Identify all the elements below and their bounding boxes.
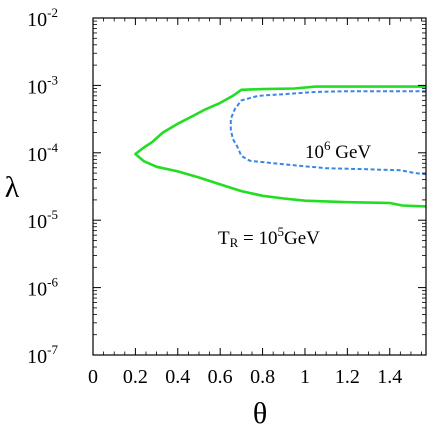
y-axis-title: λ: [5, 171, 20, 204]
annotation-tr-subscript: R: [230, 235, 239, 250]
x-tick-label: 0.2: [123, 366, 148, 388]
y-tick-label: 10-7: [27, 342, 58, 368]
y-tick-label: 10-4: [27, 140, 58, 166]
x-axis-title: θ: [253, 397, 267, 430]
x-tick-label: 0.4: [165, 366, 190, 388]
x-tick-label: 0.6: [208, 366, 233, 388]
y-tick-labels: 10-7 10-6 10-5 10-4 10-3 10-2: [27, 5, 58, 368]
annotation-10-6-exp: 6: [324, 138, 331, 153]
x-tick-label: 1: [300, 366, 310, 388]
y-tick-label: 10-2: [27, 5, 58, 31]
annotation-tr-exp: 5: [278, 224, 285, 239]
annotation-tr-10-5-gev: TR = 105GeV: [218, 224, 320, 250]
y-ticks: [93, 17, 426, 356]
y-tick-label: 10-3: [27, 72, 58, 98]
annotation-tr-equals: = 10: [238, 228, 277, 249]
annotation-tr-symbol: T: [218, 228, 230, 249]
annotation-10-6-base: 10: [305, 142, 324, 163]
x-tick-label: 1.2: [335, 366, 360, 388]
annotation-10-6-gev: 106 GeV: [305, 138, 371, 163]
y-tick-label: 10-6: [27, 275, 58, 301]
plot-area: [92, 17, 427, 356]
x-tick-label: 0: [88, 366, 98, 388]
x-tick-label: 0.8: [250, 366, 275, 388]
y-tick-label: 10-5: [27, 207, 58, 233]
x-ticks: [92, 18, 422, 355]
x-tick-labels: 0 0.2 0.4 0.6 0.8 1 1.2 1.4: [88, 366, 402, 388]
series-line-tr-1e5-gev: [134, 85, 427, 208]
annotation-tr-unit: GeV: [284, 228, 320, 249]
annotation-10-6-unit: GeV: [331, 142, 372, 163]
data-series: [134, 85, 427, 208]
x-tick-label: 1.4: [377, 366, 402, 388]
plot-frame: [92, 17, 427, 356]
series-line-tr-1e6-gev: [229, 90, 427, 176]
